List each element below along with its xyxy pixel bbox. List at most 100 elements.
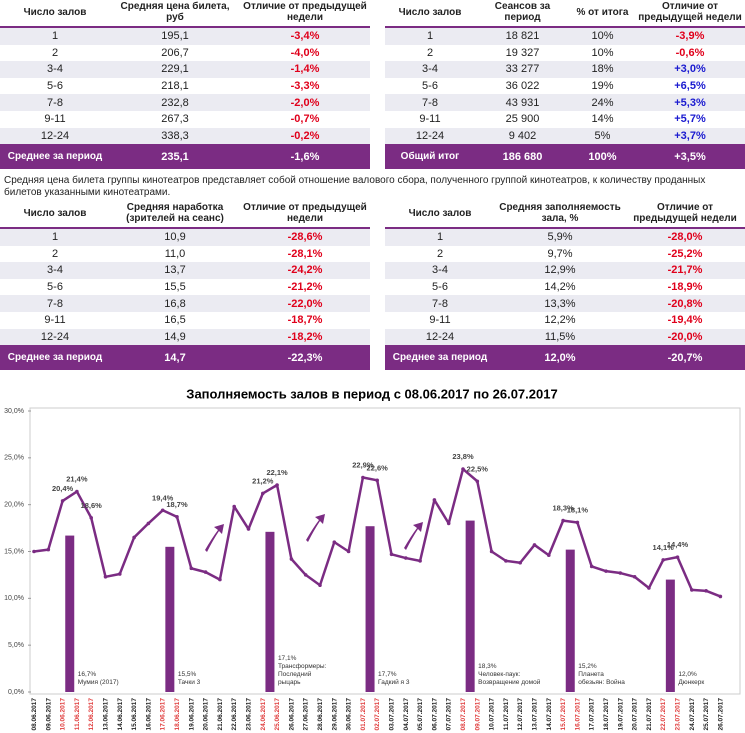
even-cell: -19,4% <box>667 314 703 327</box>
even-cell: 11,0 <box>164 247 186 260</box>
point <box>661 558 665 562</box>
x-tick-label: 19.06.2017 <box>188 698 195 731</box>
head-cell: Средняя цена билета, руб <box>110 0 240 28</box>
odd-cell: 12-24 <box>0 127 110 145</box>
point <box>675 555 680 559</box>
foot-cell: -20,7% <box>625 345 745 371</box>
even-row: 9-11 267,3 -0,7% <box>0 111 370 128</box>
odd-row: 3-4 33 277 18% +3,0% <box>385 61 745 78</box>
odd-cell: -18,2% <box>240 328 370 346</box>
point <box>504 559 508 563</box>
x-tick-label: 21.07.2017 <box>646 698 653 731</box>
even-cell: -25,2% <box>667 247 703 260</box>
annotation-line: Трансформеры: <box>278 663 327 670</box>
head-cell: Средняя наработка (зрителей на сеанс) <box>110 199 240 229</box>
even-row: 2 11,0 -28,1% <box>0 246 370 263</box>
data-table: Число залов Средняя цена билета, руб Отлич… <box>0 0 370 170</box>
odd-cell: -1,4% <box>240 61 370 78</box>
point-label: 18,1% <box>567 505 589 514</box>
foot-cell: 235,1 <box>110 144 240 170</box>
foot-cell: 100% <box>570 144 635 170</box>
head-row: Число залов Средняя заполняемость зала, %… <box>385 199 745 229</box>
odd-row: 3-4 229,1 -1,4% <box>0 61 370 78</box>
even-cell: 9-11 <box>44 113 66 126</box>
x-tick-label: 25.07.2017 <box>703 698 710 731</box>
foot-cell: -22,3% <box>240 345 370 371</box>
point-label: 20,4% <box>52 484 74 493</box>
odd-cell: 3-4 <box>385 61 475 78</box>
bar <box>565 549 575 692</box>
point <box>704 589 708 593</box>
point <box>690 588 694 592</box>
head-cell: Отличие от предыдущей недели <box>625 199 745 229</box>
odd-cell: 5% <box>570 127 635 145</box>
point-label: 18,6% <box>81 501 103 510</box>
data-table: Число залов Сеансов за период% от итога От… <box>385 0 745 170</box>
annotation-line: Планета <box>578 671 604 678</box>
x-tick-label: 17.07.2017 <box>589 698 596 731</box>
odd-row: 7-8 232,8 -2,0% <box>0 94 370 111</box>
odd-cell: +5,3% <box>635 94 745 111</box>
point-label: 14,1% <box>653 543 675 552</box>
arrows <box>205 514 423 552</box>
bar <box>665 579 675 692</box>
odd-cell: 7-8 <box>385 295 495 312</box>
point <box>475 479 480 484</box>
x-tick-label: 10.06.2017 <box>60 698 67 731</box>
bar-value-label: 15,5% <box>178 671 197 678</box>
x-tick-label: 13.07.2017 <box>532 698 539 731</box>
even-cell: 5-6 <box>432 281 448 294</box>
odd-cell: 5,9% <box>495 228 625 246</box>
head-cell: Отличие от предыдущей недели <box>635 0 745 28</box>
foot-row: Среднее за период 235,1 -1,6% <box>0 144 370 170</box>
x-tick-label: 16.06.2017 <box>145 698 152 731</box>
odd-cell: -28,6% <box>240 228 370 246</box>
foot-row: Среднее за период 14,7 -22,3% <box>0 345 370 371</box>
x-tick-label: 08.06.2017 <box>31 698 38 731</box>
bar-value-label: 17,7% <box>378 671 397 678</box>
point <box>118 572 122 576</box>
bar <box>265 531 275 692</box>
x-tick-label: 21.06.2017 <box>217 698 224 731</box>
odd-cell: 1 <box>0 27 110 45</box>
head-cell: Число залов <box>385 0 475 28</box>
point <box>489 549 494 554</box>
even-cell: 10% <box>591 46 614 59</box>
x-tick-label: 12.07.2017 <box>517 698 524 731</box>
odd-cell: 14,9 <box>110 328 240 346</box>
point <box>332 540 337 544</box>
odd-cell: -3,9% <box>635 27 745 45</box>
x-tick-label: 12.06.2017 <box>88 698 95 731</box>
odd-row: 12-24 11,5% -20,0% <box>385 328 745 346</box>
point <box>561 518 565 523</box>
odd-row: 12-24 9 402 5% +3,7% <box>385 127 745 145</box>
even-cell: -0,6% <box>675 46 705 59</box>
even-cell: 267,3 <box>161 113 189 126</box>
table-block: Число залов Сеансов за период% от итога От… <box>385 0 745 170</box>
point <box>203 570 208 574</box>
odd-cell: 10,9 <box>110 228 240 246</box>
even-cell: 206,7 <box>161 46 189 59</box>
point <box>432 498 437 502</box>
point <box>175 515 179 519</box>
point-label: 22,9% <box>352 461 374 470</box>
odd-cell: -3,4% <box>240 27 370 45</box>
bar-annotation: Тачки 3 <box>178 679 201 686</box>
point-label: 19,4% <box>152 493 174 502</box>
odd-cell: 3-4 <box>385 262 495 279</box>
point <box>547 553 551 558</box>
even-row: 5-6 218,1 -3,3% <box>0 78 370 95</box>
arrow <box>205 524 224 552</box>
even-row: 9-11 16,5 -18,7% <box>0 312 370 329</box>
point <box>60 499 65 503</box>
even-row: 2 206,7 -4,0% <box>0 45 370 62</box>
even-cell: -18,7% <box>287 314 323 327</box>
x-tick-label: 03.07.2017 <box>389 698 396 731</box>
even-cell: 5-6 <box>422 80 438 93</box>
odd-cell: +3,7% <box>635 127 745 145</box>
even-cell: 14% <box>591 113 614 126</box>
odd-cell: 33 277 <box>475 61 570 78</box>
odd-cell: 1 <box>385 228 495 246</box>
x-tick-label: 09.06.2017 <box>45 698 52 731</box>
even-row: 2 19 327 10% -0,6% <box>385 45 745 62</box>
